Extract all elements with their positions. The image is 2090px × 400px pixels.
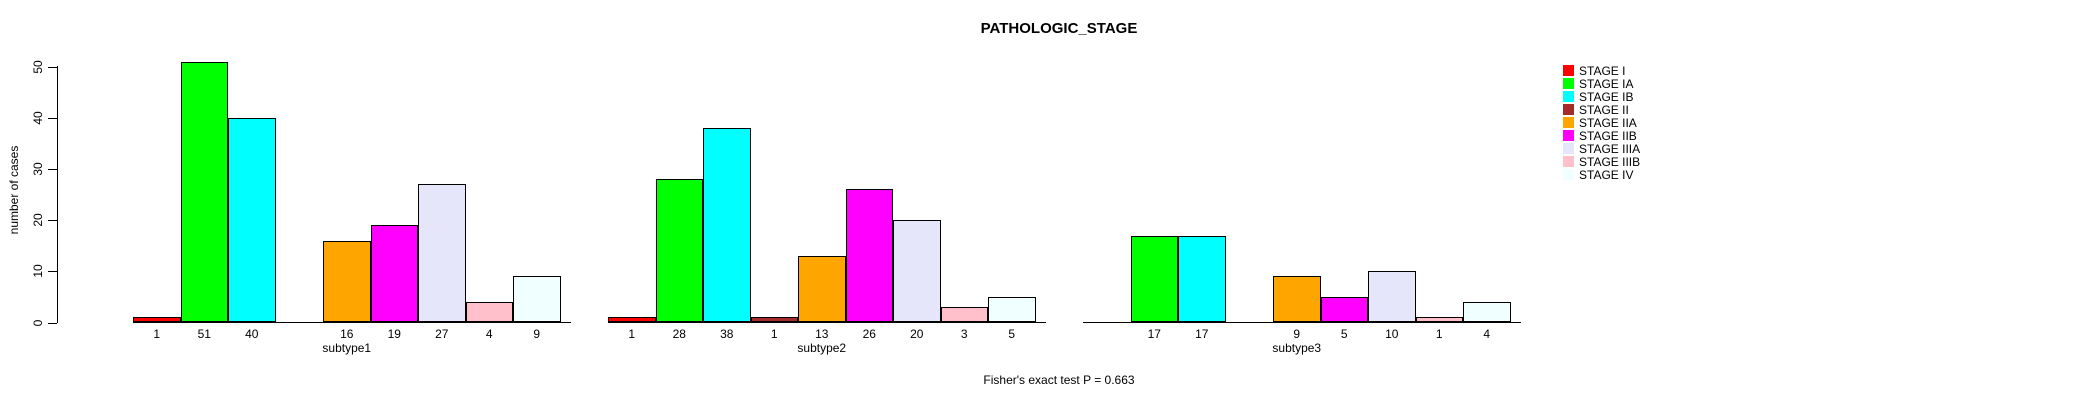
bar-value-label: 17	[1195, 327, 1209, 341]
bar	[1463, 302, 1511, 323]
y-tick-label: 0	[31, 319, 45, 326]
bar	[228, 117, 276, 323]
bar-value-label: 1	[628, 327, 636, 341]
bar	[323, 240, 371, 323]
bar	[1273, 276, 1321, 323]
y-tick	[48, 117, 57, 119]
bar	[940, 307, 988, 323]
y-tick	[48, 271, 57, 273]
bar	[370, 225, 418, 323]
y-tick-label: 40	[31, 111, 45, 125]
bar-value-label: 4	[485, 327, 493, 341]
bar	[845, 189, 893, 323]
legend-swatch	[1563, 143, 1574, 154]
y-tick	[48, 66, 57, 68]
bar	[180, 61, 228, 323]
legend-row: STAGE IIB	[1563, 128, 1637, 143]
bar	[655, 179, 703, 323]
legend-row: STAGE II	[1563, 102, 1629, 117]
legend-label: STAGE IIIB	[1579, 154, 1641, 169]
y-tick-label: 20	[31, 213, 45, 227]
bar-value-label: 27	[435, 327, 449, 341]
x-axis-segment	[133, 322, 571, 323]
statistical-test-annotation: Fisher's exact test P = 0.663	[983, 373, 1135, 387]
bar	[1320, 296, 1368, 323]
bar-value-label: 5	[1340, 327, 1348, 341]
legend-swatch	[1563, 104, 1574, 115]
bar	[750, 317, 798, 323]
legend-row: STAGE IA	[1563, 76, 1634, 91]
bar	[465, 302, 513, 323]
legend-label: STAGE IA	[1579, 76, 1634, 91]
y-tick	[48, 169, 57, 171]
bar-value-label: 9	[533, 327, 541, 341]
legend-label: STAGE IIA	[1579, 115, 1637, 130]
legend-row: STAGE IB	[1563, 89, 1634, 104]
bar	[1415, 317, 1463, 323]
legend-swatch	[1563, 65, 1574, 76]
bar	[1130, 235, 1178, 323]
bar-value-label: 51	[197, 327, 211, 341]
y-tick	[48, 220, 57, 222]
bar	[893, 220, 941, 323]
bar-value-label: 19	[387, 327, 401, 341]
legend-label: STAGE IIB	[1579, 128, 1637, 143]
bar-value-label: 1	[1435, 327, 1443, 341]
bar-value-label: 13	[815, 327, 829, 341]
x-axis-segment	[1083, 322, 1521, 323]
y-axis-label: number of cases	[7, 145, 21, 235]
bar	[1368, 271, 1416, 323]
legend-swatch	[1563, 130, 1574, 141]
y-axis-line	[57, 66, 58, 323]
bar	[798, 255, 846, 323]
bar-value-label: 1	[770, 327, 778, 341]
bar	[703, 128, 751, 323]
legend-label: STAGE II	[1579, 102, 1629, 117]
chart-title: PATHOLOGIC_STAGE	[980, 20, 1138, 37]
legend-label: STAGE IV	[1579, 167, 1634, 182]
category-label: subtype2	[797, 341, 847, 355]
legend-swatch	[1563, 169, 1574, 180]
bar	[608, 317, 656, 323]
category-label: subtype1	[322, 341, 372, 355]
bar-value-label: 5	[1008, 327, 1016, 341]
category-label: subtype3	[1272, 341, 1322, 355]
legend-swatch	[1563, 91, 1574, 102]
legend-row: STAGE IIIA	[1563, 141, 1641, 156]
legend-row: STAGE IV	[1563, 167, 1634, 182]
bar-value-label: 28	[672, 327, 686, 341]
y-tick	[48, 322, 57, 324]
legend-row: STAGE IIIB	[1563, 154, 1641, 169]
bar-value-label: 20	[910, 327, 924, 341]
bar	[133, 317, 181, 323]
legend-swatch	[1563, 156, 1574, 167]
bar-value-label: 9	[1293, 327, 1301, 341]
y-tick-label: 50	[31, 60, 45, 74]
legend-row: STAGE I	[1563, 63, 1626, 78]
legend-label: STAGE I	[1579, 63, 1626, 78]
legend-row: STAGE IIA	[1563, 115, 1637, 130]
bar-value-label: 17	[1147, 327, 1161, 341]
bar-value-label: 10	[1385, 327, 1399, 341]
bar-value-label: 1	[153, 327, 161, 341]
bar-value-label: 16	[340, 327, 354, 341]
bar-value-label: 3	[960, 327, 968, 341]
bar	[988, 296, 1036, 323]
bar-value-label: 38	[720, 327, 734, 341]
bar-value-label: 40	[245, 327, 259, 341]
legend-label: STAGE IB	[1579, 89, 1634, 104]
bar-value-label: 26	[862, 327, 876, 341]
bar	[418, 184, 466, 323]
x-axis-segment	[608, 322, 1046, 323]
bar	[513, 276, 561, 323]
bar-value-label: 4	[1483, 327, 1491, 341]
legend-swatch	[1563, 117, 1574, 128]
legend-swatch	[1563, 78, 1574, 89]
bar	[1178, 235, 1226, 323]
y-tick-label: 30	[31, 162, 45, 176]
legend-label: STAGE IIIA	[1579, 141, 1641, 156]
y-tick-label: 10	[31, 264, 45, 279]
